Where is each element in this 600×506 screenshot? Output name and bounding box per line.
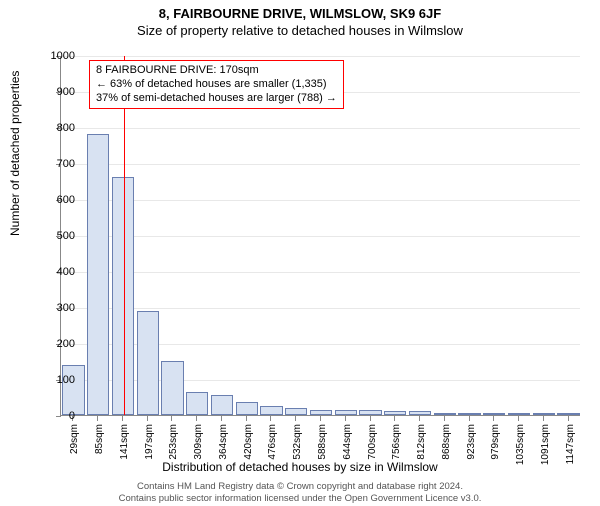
x-tick-mark — [345, 416, 346, 421]
histogram-bar — [384, 411, 406, 415]
histogram-bar — [260, 406, 282, 415]
x-tick-mark — [320, 416, 321, 421]
annotation-line-3: 37% of semi-detached houses are larger (… — [96, 92, 337, 106]
histogram-bar — [483, 413, 505, 415]
gridline — [61, 164, 580, 165]
histogram-bar — [285, 408, 307, 415]
x-tick-label: 812sqm — [416, 424, 427, 460]
chart-title-main: 8, FAIRBOURNE DRIVE, WILMSLOW, SK9 6JF — [0, 6, 600, 21]
chart-title-sub: Size of property relative to detached ho… — [0, 23, 600, 38]
gridline — [61, 236, 580, 237]
x-tick-label: 476sqm — [267, 424, 278, 460]
histogram-bar — [533, 413, 555, 415]
x-tick-mark — [246, 416, 247, 421]
histogram-bar — [409, 411, 431, 415]
x-tick-mark — [469, 416, 470, 421]
x-tick-mark — [196, 416, 197, 421]
x-tick-mark — [370, 416, 371, 421]
x-tick-mark — [147, 416, 148, 421]
gridline — [61, 128, 580, 129]
x-tick-mark — [444, 416, 445, 421]
histogram-bar — [458, 413, 480, 415]
x-tick-label: 700sqm — [367, 424, 378, 460]
histogram-bar — [310, 410, 332, 415]
footer-line-2: Contains public sector information licen… — [0, 493, 600, 504]
annotation-line-1: 8 FAIRBOURNE DRIVE: 170sqm — [96, 64, 337, 78]
gridline — [61, 272, 580, 273]
y-tick-label: 800 — [45, 122, 75, 134]
y-tick-label: 200 — [45, 338, 75, 350]
x-tick-label: 1091sqm — [540, 424, 551, 465]
x-tick-label: 253sqm — [168, 424, 179, 460]
histogram-bar — [137, 311, 159, 415]
x-tick-label: 979sqm — [490, 424, 501, 460]
histogram-bar — [236, 402, 258, 415]
gridline — [61, 308, 580, 309]
x-tick-label: 1035sqm — [515, 424, 526, 465]
histogram-bar — [112, 177, 134, 415]
y-tick-label: 1000 — [45, 50, 75, 62]
reference-annotation-box: 8 FAIRBOURNE DRIVE: 170sqm ← 63% of deta… — [89, 60, 344, 109]
x-tick-mark — [270, 416, 271, 421]
y-tick-label: 300 — [45, 302, 75, 314]
x-tick-label: 1147sqm — [565, 424, 576, 464]
histogram-bar — [557, 413, 579, 415]
histogram-bar — [335, 410, 357, 415]
annotation-line-2: ← 63% of detached houses are smaller (1,… — [96, 78, 337, 92]
x-tick-mark — [295, 416, 296, 421]
x-axis-area: 29sqm 85sqm 141sqm 197sqm 253sqm 309sqm 364sqm… — [60, 416, 580, 486]
x-tick-label: 29sqm — [69, 424, 80, 454]
chart-footer: Contains HM Land Registry data © Crown c… — [0, 481, 600, 504]
x-tick-label: 532sqm — [292, 424, 303, 460]
x-axis-label: Distribution of detached houses by size … — [0, 460, 600, 474]
x-tick-label: 85sqm — [94, 424, 105, 454]
x-tick-mark — [518, 416, 519, 421]
x-tick-label: 923sqm — [466, 424, 477, 460]
histogram-bar — [161, 361, 183, 415]
y-tick-label: 600 — [45, 194, 75, 206]
x-tick-label: 141sqm — [119, 424, 130, 460]
gridline — [61, 200, 580, 201]
x-tick-mark — [171, 416, 172, 421]
chart-plot-area: 8 FAIRBOURNE DRIVE: 170sqm ← 63% of deta… — [60, 56, 580, 416]
x-tick-label: 309sqm — [193, 424, 204, 460]
x-tick-mark — [122, 416, 123, 421]
histogram-bar — [359, 410, 381, 415]
histogram-bar — [186, 392, 208, 415]
x-tick-label: 644sqm — [342, 424, 353, 460]
x-tick-label: 868sqm — [441, 424, 452, 460]
histogram-bar — [434, 413, 456, 415]
histogram-bar — [508, 413, 530, 415]
x-tick-mark — [493, 416, 494, 421]
histogram-bar — [62, 365, 84, 415]
reference-line — [124, 56, 125, 415]
x-tick-mark — [394, 416, 395, 421]
x-tick-mark — [221, 416, 222, 421]
y-axis-label: Number of detached properties — [8, 71, 22, 236]
gridline — [61, 56, 580, 57]
x-tick-label: 364sqm — [218, 424, 229, 460]
x-tick-label: 420sqm — [243, 424, 254, 460]
histogram-bar — [87, 134, 109, 415]
x-tick-mark — [97, 416, 98, 421]
y-tick-label: 100 — [45, 374, 75, 386]
y-tick-label: 700 — [45, 158, 75, 170]
footer-line-1: Contains HM Land Registry data © Crown c… — [0, 481, 600, 492]
x-tick-mark — [568, 416, 569, 421]
y-tick-label: 500 — [45, 230, 75, 242]
y-tick-label: 400 — [45, 266, 75, 278]
histogram-bar — [211, 395, 233, 415]
x-tick-mark — [419, 416, 420, 421]
x-tick-label: 756sqm — [391, 424, 402, 460]
y-tick-label: 900 — [45, 86, 75, 98]
x-tick-label: 197sqm — [144, 424, 155, 460]
y-tick-label: 0 — [45, 410, 75, 422]
x-tick-mark — [543, 416, 544, 421]
x-tick-label: 588sqm — [317, 424, 328, 460]
